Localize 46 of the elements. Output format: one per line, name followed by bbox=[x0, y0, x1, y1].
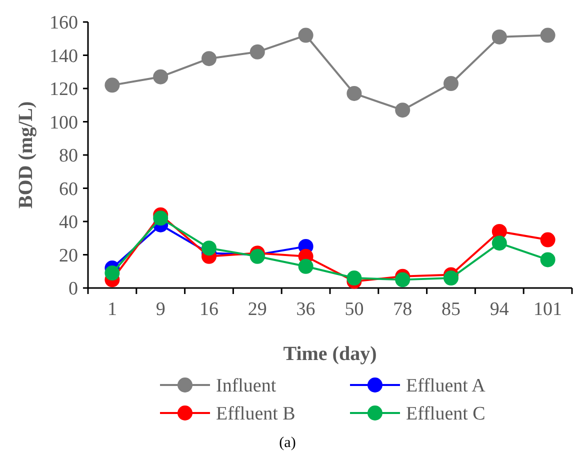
y-tick-label: 60 bbox=[59, 178, 78, 200]
legend-label: Effluent C bbox=[406, 404, 486, 425]
point bbox=[540, 28, 556, 43]
point bbox=[250, 44, 265, 60]
legend-label: Influent bbox=[216, 376, 277, 397]
x-tick-label: 29 bbox=[248, 299, 267, 320]
x-tick-label: 1 bbox=[107, 299, 117, 320]
x-tick-label: 101 bbox=[534, 299, 562, 320]
point bbox=[298, 258, 314, 274]
x-tick-label: 9 bbox=[156, 299, 166, 320]
x-tick-label: 36 bbox=[296, 299, 316, 320]
y-axis-title: BOD (mg/L) bbox=[15, 101, 37, 209]
y-tick-label: 140 bbox=[50, 46, 78, 67]
x-tick-label: 94 bbox=[490, 299, 510, 320]
point bbox=[346, 270, 362, 286]
point bbox=[395, 102, 410, 118]
point bbox=[540, 232, 556, 248]
point bbox=[104, 266, 120, 281]
x-tick-label: 85 bbox=[442, 299, 460, 320]
y-tick-label: 120 bbox=[50, 79, 78, 100]
point bbox=[202, 51, 216, 66]
x-tick-label: 50 bbox=[344, 299, 364, 320]
point bbox=[395, 272, 410, 288]
y-tick-label: 100 bbox=[50, 112, 78, 134]
point bbox=[444, 76, 458, 92]
y-tick-label: 0 bbox=[68, 278, 78, 300]
legend-label: Effluent A bbox=[406, 376, 486, 397]
y-tick-label: 160 bbox=[50, 12, 78, 34]
x-axis-title: Time (day) bbox=[283, 343, 377, 365]
x-tick-label: 16 bbox=[200, 299, 218, 320]
y-tick-label: 20 bbox=[59, 245, 78, 266]
point bbox=[104, 78, 120, 93]
point bbox=[540, 252, 556, 268]
point bbox=[153, 69, 168, 84]
point bbox=[153, 210, 168, 226]
text: (a) bbox=[279, 435, 296, 451]
point bbox=[298, 28, 314, 43]
y-tick-label: 80 bbox=[59, 146, 78, 167]
legend-label: Effluent B bbox=[216, 404, 296, 425]
y-tick-label: 40 bbox=[59, 212, 78, 234]
point bbox=[492, 236, 507, 251]
point bbox=[202, 240, 216, 256]
point bbox=[492, 29, 507, 44]
x-tick-label: 78 bbox=[393, 299, 412, 320]
point bbox=[346, 86, 362, 101]
point bbox=[444, 270, 458, 286]
